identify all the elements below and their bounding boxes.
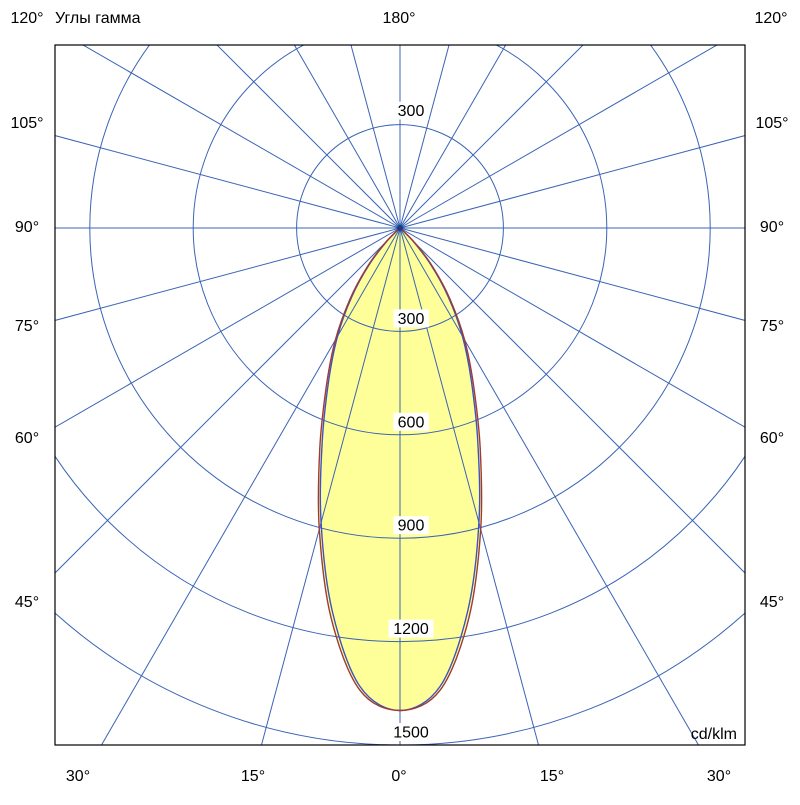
grid-ray-255: [55, 135, 401, 229]
radial-tick-label-300-bg: [393, 309, 429, 328]
grid-ray-135: [399, 45, 584, 229]
grid-ray-300: [55, 227, 401, 428]
grid-ray-240: [82, 45, 401, 229]
gamma-label-bottom-1: 15°: [241, 768, 265, 785]
grid-ray-75: [399, 227, 745, 321]
radial-tick-label-1200: 1200: [393, 621, 429, 638]
radial-tick-label-300: 300: [398, 311, 425, 328]
grid-ray-195: [350, 45, 401, 229]
grid-ray-150: [399, 45, 507, 229]
grid-ray-60: [399, 227, 745, 428]
grid-ray-315: [55, 227, 401, 574]
gamma-label-bottom-2: 0°: [391, 768, 406, 785]
gamma-label-left-75°: 75°: [15, 318, 39, 335]
grid-ray-330: [100, 227, 401, 745]
gamma-corner-label-left: 120°: [10, 10, 43, 27]
gamma-label-left-90°: 90°: [15, 219, 39, 236]
radial-tick-label-600-bg: [393, 412, 429, 431]
gamma-label-left-45°: 45°: [15, 594, 39, 611]
plot-border: [54, 44, 746, 746]
intensity-curves: [54, 44, 746, 746]
grid-ray-345: [260, 227, 401, 745]
grid-ray-45: [399, 227, 745, 574]
curve-c0-c180: [317, 227, 483, 712]
radial-tick-label-above-300: 300: [398, 103, 425, 120]
gamma-label-bottom-4: 30°: [707, 768, 731, 785]
grid-ray-120: [399, 45, 718, 229]
chart-title: Углы гамма: [55, 10, 141, 27]
radial-tick-label-1200-bg: [388, 619, 434, 638]
grid-ray-15: [399, 227, 540, 745]
center-point: [397, 225, 403, 231]
grid-ray-285: [55, 227, 401, 321]
grid-ray-225: [216, 45, 401, 229]
grid-ray-30: [399, 227, 700, 745]
gamma-label-bottom-0: 30°: [66, 768, 90, 785]
radial-tick-label-1500: 1500: [393, 725, 429, 742]
gamma-label-right-105°: 105°: [755, 115, 788, 132]
radial-tick-label-1500-bg: [388, 723, 434, 741]
gamma-label-right-60°: 60°: [760, 430, 784, 447]
grid-ray-105: [399, 135, 745, 229]
grid-ray-165: [399, 45, 450, 229]
gamma-label-left-60°: 60°: [15, 430, 39, 447]
grid-ray-210: [293, 45, 401, 229]
zenith-label: 180°: [382, 10, 415, 27]
gamma-corner-label-right: 120°: [754, 10, 787, 27]
unit-label: cd/klm: [691, 726, 737, 743]
gamma-label-right-45°: 45°: [760, 594, 784, 611]
axis-labels: 105° 90° 75° 60° 45° 105° 90° 75° 60° 45° 30° 15° 0°…: [10, 101, 789, 785]
gamma-label-right-90°: 90°: [760, 219, 784, 236]
radial-tick-label-600: 600: [398, 414, 425, 431]
gamma-label-right-75°: 75°: [760, 318, 784, 335]
gamma-label-bottom-3: 15°: [540, 768, 564, 785]
radial-tick-label-900: 900: [398, 518, 425, 535]
radial-tick-label-above-300-bg: [393, 101, 429, 120]
radial-tick-label-900-bg: [393, 516, 429, 535]
gamma-label-left-105°: 105°: [10, 115, 43, 132]
